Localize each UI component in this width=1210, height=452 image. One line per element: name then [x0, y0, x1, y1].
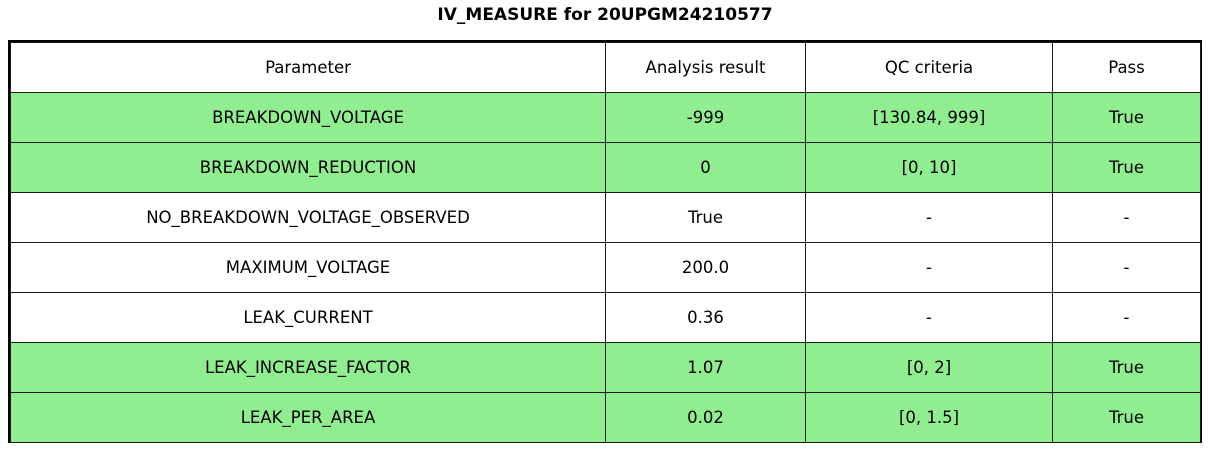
cell-qc-criteria: -: [805, 242, 1053, 293]
cell-pass: True: [1052, 92, 1201, 143]
table-header: Parameter Analysis result QC criteria Pa…: [10, 42, 1201, 93]
cell-parameter: LEAK_CURRENT: [10, 292, 606, 343]
cell-qc-criteria: [130.84, 999]: [805, 92, 1053, 143]
table-row: BREAKDOWN_VOLTAGE -999 [130.84, 999] Tru…: [10, 92, 1201, 143]
cell-analysis-result: 0.02: [605, 392, 806, 443]
cell-analysis-result: True: [605, 192, 806, 243]
cell-analysis-result: -999: [605, 92, 806, 143]
column-header-qc-criteria: QC criteria: [805, 42, 1053, 93]
cell-parameter: LEAK_INCREASE_FACTOR: [10, 342, 606, 393]
qc-results-table-container: Parameter Analysis result QC criteria Pa…: [8, 40, 1202, 443]
cell-qc-criteria: [0, 1.5]: [805, 392, 1053, 443]
cell-pass: -: [1052, 292, 1201, 343]
column-header-analysis-result: Analysis result: [605, 42, 806, 93]
table-row: NO_BREAKDOWN_VOLTAGE_OBSERVED True - -: [10, 192, 1201, 243]
cell-pass: True: [1052, 142, 1201, 193]
column-header-pass: Pass: [1052, 42, 1201, 93]
cell-qc-criteria: [0, 10]: [805, 142, 1053, 193]
cell-parameter: BREAKDOWN_REDUCTION: [10, 142, 606, 193]
cell-qc-criteria: -: [805, 192, 1053, 243]
table-row: LEAK_PER_AREA 0.02 [0, 1.5] True: [10, 392, 1201, 443]
qc-results-table: Parameter Analysis result QC criteria Pa…: [10, 42, 1201, 443]
table-row: MAXIMUM_VOLTAGE 200.0 - -: [10, 242, 1201, 293]
table-row: LEAK_CURRENT 0.36 - -: [10, 292, 1201, 343]
cell-parameter: NO_BREAKDOWN_VOLTAGE_OBSERVED: [10, 192, 606, 243]
cell-parameter: LEAK_PER_AREA: [10, 392, 606, 443]
cell-analysis-result: 0: [605, 142, 806, 193]
cell-parameter: BREAKDOWN_VOLTAGE: [10, 92, 606, 143]
cell-qc-criteria: [0, 2]: [805, 342, 1053, 393]
table-body: BREAKDOWN_VOLTAGE -999 [130.84, 999] Tru…: [10, 92, 1201, 443]
cell-analysis-result: 200.0: [605, 242, 806, 293]
page-title: IV_MEASURE for 20UPGM24210577: [437, 5, 773, 25]
cell-analysis-result: 1.07: [605, 342, 806, 393]
cell-pass: True: [1052, 392, 1201, 443]
table-header-row: Parameter Analysis result QC criteria Pa…: [10, 42, 1201, 93]
cell-pass: -: [1052, 192, 1201, 243]
cell-qc-criteria: -: [805, 292, 1053, 343]
table-row: BREAKDOWN_REDUCTION 0 [0, 10] True: [10, 142, 1201, 193]
column-header-parameter: Parameter: [10, 42, 606, 93]
cell-pass: -: [1052, 242, 1201, 293]
table-row: LEAK_INCREASE_FACTOR 1.07 [0, 2] True: [10, 342, 1201, 393]
cell-parameter: MAXIMUM_VOLTAGE: [10, 242, 606, 293]
cell-pass: True: [1052, 342, 1201, 393]
cell-analysis-result: 0.36: [605, 292, 806, 343]
